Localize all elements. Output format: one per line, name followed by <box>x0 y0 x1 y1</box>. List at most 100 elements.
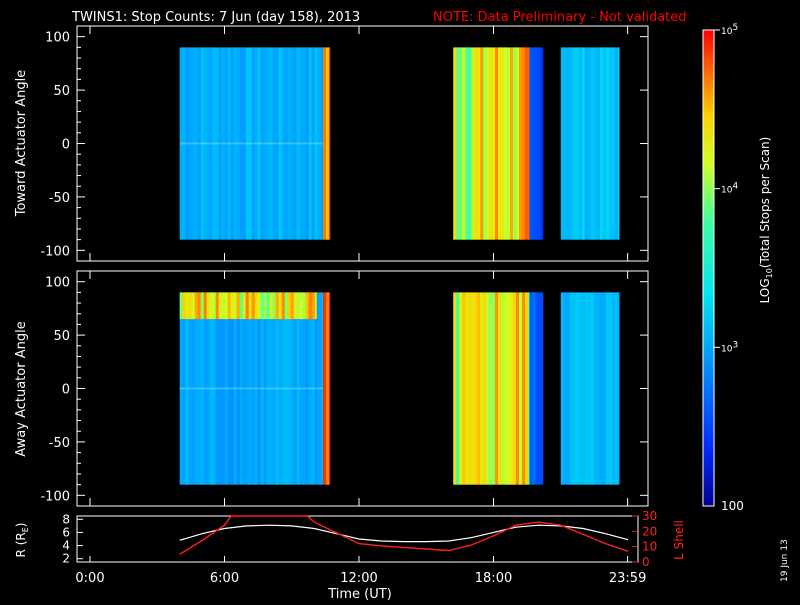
heatmap-column <box>203 292 208 320</box>
heatmap-column <box>492 292 496 485</box>
heatmap-column <box>477 292 481 485</box>
heatmap-column <box>200 292 205 320</box>
heatmap-column <box>480 292 484 485</box>
preliminary-note: NOTE: Data Preliminary - Not validated <box>433 10 687 25</box>
colorbar <box>702 29 715 507</box>
heatmap-column <box>453 47 457 240</box>
heatmap-column <box>459 47 463 240</box>
heatmap-column <box>538 47 542 240</box>
heatmap-column <box>519 47 523 240</box>
heatmap-column <box>599 292 604 485</box>
heatmap-column <box>560 47 565 240</box>
heatmap-column <box>535 292 539 485</box>
heatmap-column <box>215 292 220 320</box>
heatmap-column <box>529 47 533 240</box>
heatmap-column <box>221 292 226 320</box>
heatmap-column <box>278 292 283 320</box>
heatmap-column <box>541 47 544 240</box>
heatmap-column <box>290 292 295 320</box>
time-tick-label: 12:00 <box>340 571 377 586</box>
toward-axis-title: Toward Actuator Angle <box>14 70 29 217</box>
heatmap-column <box>260 292 265 320</box>
heatmap-column <box>611 47 616 240</box>
heatmap-column <box>541 292 544 485</box>
heatmap-column <box>519 292 523 485</box>
heatmap-column <box>453 292 457 485</box>
heatmap-column <box>191 292 196 320</box>
heatmap-column <box>510 47 514 240</box>
time-tick-label: 23:59 <box>609 571 646 586</box>
heatmap-column <box>311 292 316 320</box>
heatmap-column <box>257 292 262 320</box>
heatmap-column <box>263 292 268 320</box>
heatmap-column <box>566 47 571 240</box>
heatmap-column <box>593 292 598 485</box>
heatmap-column <box>492 47 496 240</box>
heatmap-column <box>513 292 517 485</box>
heatmap-column <box>575 292 580 485</box>
heatmap-column <box>513 47 517 240</box>
heatmap-column <box>590 47 595 240</box>
heatmap-column <box>323 292 327 485</box>
heatmap-column <box>575 47 580 240</box>
heatmap-column <box>209 292 214 320</box>
heatmap-column <box>212 292 217 320</box>
heatmap-column <box>245 292 250 320</box>
heatmap-column <box>323 47 327 240</box>
heatmap-column <box>617 292 620 485</box>
heatmap-column <box>578 292 583 485</box>
heatmap-column <box>489 292 493 485</box>
heatmap-column <box>302 292 307 320</box>
heatmap-column <box>194 292 199 320</box>
y-tick-label: 100 <box>45 276 70 291</box>
heatmap-column <box>590 292 595 485</box>
y-tick-label: 100 <box>45 31 70 46</box>
r-axis-title: R (RE) <box>14 523 30 558</box>
lshell-axis-title: L Shell <box>672 520 686 560</box>
away-heatmap <box>179 292 620 485</box>
heatmap-column <box>314 292 317 320</box>
heatmap-column <box>614 292 619 485</box>
heatmap-column <box>572 47 577 240</box>
heatmap-column <box>287 292 292 320</box>
time-tick-label: 0:00 <box>75 571 104 586</box>
lshell-tick-label: 20 <box>642 524 657 538</box>
colorbar-tick-label: 105 <box>721 23 738 37</box>
heatmap-column <box>596 47 601 240</box>
heatmap-column <box>516 47 520 240</box>
heatmap-column <box>308 292 313 320</box>
heatmap-column <box>465 292 469 485</box>
heatmap-column <box>611 292 616 485</box>
lshell-tick-label: 10 <box>642 540 657 554</box>
heatmap-column <box>566 292 571 485</box>
heatmap-column <box>230 292 235 320</box>
heatmap-column <box>275 292 280 320</box>
heatmap-column <box>522 292 526 485</box>
heatmap-column <box>528 47 530 240</box>
heatmap-column <box>269 292 274 320</box>
heatmap-column <box>456 292 460 485</box>
heatmap-column <box>489 47 493 240</box>
heatmap-column <box>605 47 610 240</box>
r-series-line <box>179 524 629 543</box>
heatmap-column <box>329 47 331 240</box>
heatmap-column <box>581 47 586 240</box>
away-axis-title: Away Actuator Angle <box>14 321 29 456</box>
heatmap-column <box>501 292 505 485</box>
y-tick-label: 0 <box>62 383 70 398</box>
heatmap-column <box>504 292 508 485</box>
heatmap-column <box>179 292 184 320</box>
heatmap-column <box>538 292 542 485</box>
heatmap-column <box>532 47 536 240</box>
heatmap-column <box>471 47 475 240</box>
heatmap-column <box>284 292 289 320</box>
heatmap-column <box>188 292 193 320</box>
heatmap-column <box>529 292 533 485</box>
y-tick-label: -100 <box>40 489 70 504</box>
heatmap-column <box>614 47 619 240</box>
heatmap-column <box>572 292 577 485</box>
lshell-tick-label: 30 <box>642 509 657 523</box>
heatmap-column <box>584 292 589 485</box>
y-tick-label: 50 <box>53 329 70 344</box>
heatmap-column <box>248 292 253 320</box>
